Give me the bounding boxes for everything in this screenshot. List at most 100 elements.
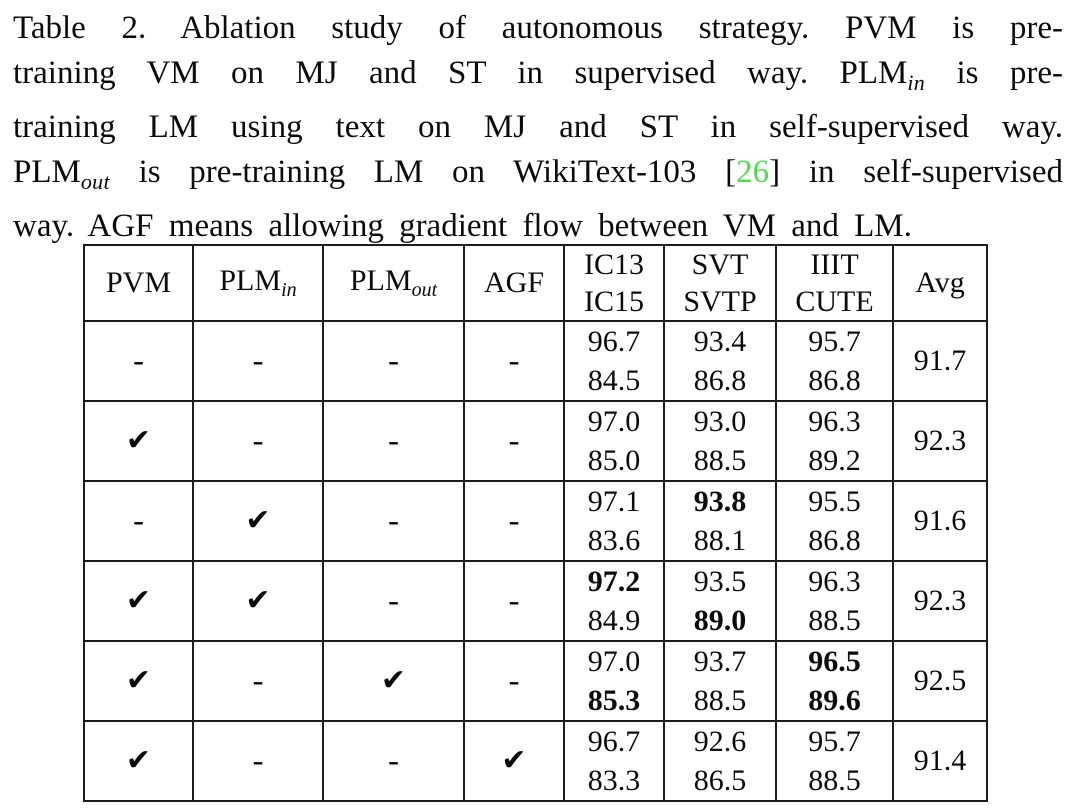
score-value-top: 97.0	[587, 405, 641, 438]
mark-cell-r1-plm-in: -	[192, 320, 324, 402]
col-header-pvm: PVM	[83, 244, 194, 322]
avg-cell-r3: 91.6	[892, 480, 988, 562]
score-value-top: 96.7	[587, 725, 641, 758]
table-row-4: ✔ ✔ - - 97.2 84.9 93.5 89.0 96.3 88.5 92.3	[83, 560, 988, 642]
score-cell-r1-ic13-ic15: 96.7 84.5	[563, 320, 665, 402]
score-value-top: 95.7	[808, 325, 861, 358]
table-row-1: - - - - 96.7 84.5 93.4 86.8 95.7 86.8 91.7	[83, 320, 988, 402]
dash-mark: -	[388, 423, 399, 459]
caption-line: training VM on MJ and ST in supervised w…	[13, 51, 1063, 105]
dash-mark: -	[508, 423, 520, 459]
avg-cell-r4: 92.3	[892, 560, 988, 642]
score-cell-r4-svt-svtp: 93.5 89.0	[663, 560, 777, 642]
dash-mark: -	[252, 743, 264, 779]
dash-mark: -	[388, 743, 399, 779]
score-value-bottom: 86.8	[693, 364, 747, 397]
avg-cell-r5: 92.5	[892, 640, 988, 722]
mark-cell-r6-pvm: ✔	[83, 720, 194, 802]
score-cell-r4-iiit-cute: 96.3 88.5	[775, 560, 894, 642]
score-cell-r5-iiit-cute: 96.5 89.6	[775, 640, 894, 722]
score-value-bottom: 88.5	[693, 684, 747, 717]
score-value-bottom: 84.9	[587, 604, 641, 637]
table-row-6: ✔ - - ✔ 96.7 83.3 92.6 86.5 95.7 88.5 91.4	[83, 720, 988, 802]
table-row-5: ✔ - ✔ - 97.0 85.3 93.7 88.5 96.5 89.6 92.5	[83, 640, 988, 722]
score-cell-r3-svt-svtp: 93.8 88.1	[663, 480, 777, 562]
col-header-line-top: IIIT	[810, 248, 859, 281]
score-value-top: 93.8	[693, 485, 747, 518]
score-value-top: 95.5	[808, 485, 861, 518]
dash-mark: -	[252, 663, 264, 699]
mark-cell-r6-agf: ✔	[463, 720, 565, 802]
caption-line: PLMout is pre-training LM on WikiText-10…	[13, 150, 1063, 204]
caption-line: training LM using text on MJ and ST in s…	[13, 105, 1063, 150]
col-header-iiit-cute: IIIT CUTE	[775, 244, 894, 322]
caption-line: way. AGF means allowing gradient flow be…	[13, 204, 1063, 249]
score-value-top: 92.6	[693, 725, 747, 758]
score-cell-r3-iiit-cute: 95.5 86.8	[775, 480, 894, 562]
check-icon: ✔	[245, 503, 271, 538]
mark-cell-r2-agf: -	[463, 400, 565, 482]
check-icon: ✔	[125, 583, 152, 618]
mark-cell-r6-plm-in: -	[192, 720, 324, 802]
mark-cell-r2-plm-out: -	[322, 400, 465, 482]
caption-text: way. AGF means allowing gradient flow be…	[13, 208, 912, 244]
mark-cell-r1-plm-out: -	[322, 320, 465, 402]
dash-mark: -	[508, 663, 520, 699]
dash-mark: -	[388, 503, 399, 539]
score-value-bottom: 84.5	[587, 364, 641, 397]
table-caption: Table 2. Ablation study of autonomous st…	[13, 6, 1063, 249]
dash-mark: -	[508, 503, 520, 539]
mark-cell-r5-pvm: ✔	[83, 640, 194, 722]
score-value-bottom: 88.5	[808, 764, 861, 797]
score-value-top: 93.7	[693, 645, 747, 678]
mark-cell-r4-plm-out: -	[322, 560, 465, 642]
score-value-bottom: 88.1	[693, 524, 747, 557]
check-icon: ✔	[245, 583, 271, 618]
score-cell-r1-svt-svtp: 93.4 86.8	[663, 320, 777, 402]
dash-mark: -	[508, 583, 520, 619]
mark-cell-r5-agf: -	[463, 640, 565, 722]
score-value-bottom: 89.6	[808, 684, 861, 717]
mark-cell-r1-agf: -	[463, 320, 565, 402]
score-value-bottom: 89.0	[693, 604, 747, 637]
score-value-bottom: 89.2	[808, 444, 861, 477]
score-cell-r6-ic13-ic15: 96.7 83.3	[563, 720, 665, 802]
score-cell-r1-iiit-cute: 95.7 86.8	[775, 320, 894, 402]
avg-cell-r2: 92.3	[892, 400, 988, 482]
score-cell-r5-svt-svtp: 93.7 88.5	[663, 640, 777, 722]
col-header-line-bottom: IC15	[584, 285, 644, 318]
check-icon: ✔	[125, 743, 152, 778]
col-header-subscript: in	[281, 279, 297, 301]
score-value-top: 96.7	[587, 325, 641, 358]
score-cell-r6-svt-svtp: 92.6 86.5	[663, 720, 777, 802]
col-header-ic13-ic15: IC13 IC15	[563, 244, 665, 322]
mark-cell-r4-pvm: ✔	[83, 560, 194, 642]
table-row-2: ✔ - - - 97.0 85.0 93.0 88.5 96.3 89.2 92.3	[83, 400, 988, 482]
caption-text: training LM using text on MJ and ST in s…	[13, 109, 1063, 145]
col-header-line-top: SVT	[691, 248, 749, 281]
col-header-label: PLM	[349, 264, 412, 297]
ablation-table: PVM PLM in PLMout AGF IC13 IC15 SVT SVTP IIIT CUTE…	[83, 244, 988, 802]
avg-cell-r6: 91.4	[892, 720, 988, 802]
citation-link[interactable]: 26	[736, 154, 770, 190]
score-value-bottom: 86.8	[808, 524, 861, 557]
score-value-top: 97.0	[587, 645, 641, 678]
score-value-top: 95.7	[808, 725, 861, 758]
mark-cell-r2-pvm: ✔	[83, 400, 194, 482]
avg-cell-r1: 91.7	[892, 320, 988, 402]
dash-mark: -	[388, 583, 399, 619]
dash-mark: -	[252, 423, 264, 459]
score-value-top: 96.3	[808, 405, 861, 438]
score-value-top: 93.4	[693, 325, 747, 358]
subscript-text: in	[907, 70, 926, 95]
check-icon: ✔	[125, 423, 152, 458]
caption-text: is pre-	[925, 55, 1063, 91]
score-value-bottom: 88.5	[808, 604, 861, 637]
score-value-top: 97.2	[587, 565, 641, 598]
col-header-svt-svtp: SVT SVTP	[663, 244, 777, 322]
check-icon: ✔	[501, 743, 527, 778]
score-value-bottom: 83.3	[587, 764, 641, 797]
col-header-plm-out: PLMout	[322, 244, 465, 322]
col-header-agf: AGF	[463, 244, 565, 322]
